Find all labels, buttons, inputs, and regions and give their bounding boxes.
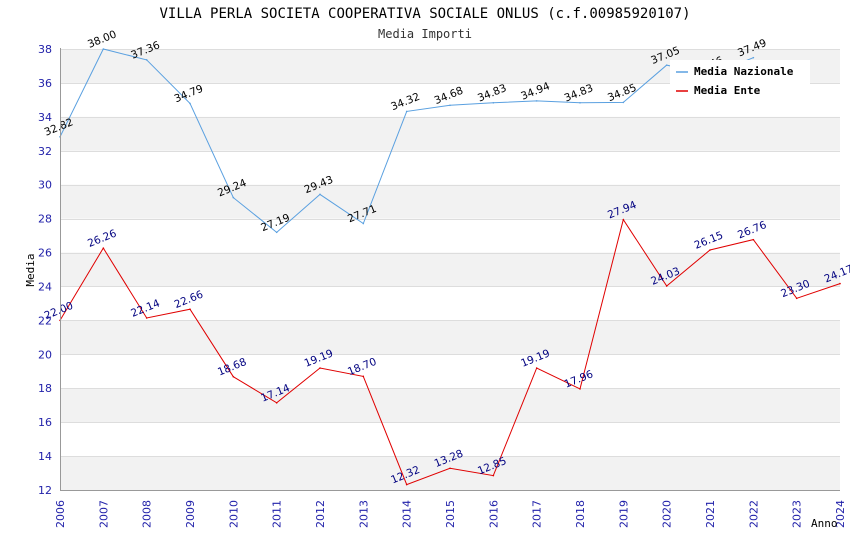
x-tick-label: 2023 bbox=[791, 500, 804, 528]
data-point bbox=[232, 375, 235, 378]
data-label: 26.26 bbox=[86, 227, 119, 250]
data-point bbox=[449, 467, 451, 470]
grid-band bbox=[60, 388, 840, 423]
y-tick-label: 14 bbox=[38, 450, 52, 463]
y-tick-label: 30 bbox=[38, 179, 52, 192]
y-tick-label: 32 bbox=[38, 145, 52, 158]
x-tick-label: 2019 bbox=[617, 500, 630, 528]
x-tick-label: 2012 bbox=[314, 500, 327, 528]
x-tick-label: 2015 bbox=[444, 500, 457, 528]
y-tick-label: 12 bbox=[38, 484, 52, 497]
y-tick-label: 16 bbox=[38, 416, 52, 429]
legend-background bbox=[670, 60, 810, 101]
legend-label-ente: Media Ente bbox=[694, 84, 761, 97]
data-point bbox=[319, 367, 321, 369]
data-point bbox=[665, 285, 668, 287]
data-point bbox=[275, 231, 278, 234]
x-tick-label: 2017 bbox=[531, 500, 544, 528]
x-tick-label: 2011 bbox=[271, 500, 284, 528]
data-point bbox=[145, 59, 148, 61]
x-tick-label: 2008 bbox=[141, 500, 154, 528]
data-point bbox=[535, 367, 538, 369]
data-point bbox=[275, 402, 278, 404]
chart-subtitle: Media Importi bbox=[378, 27, 472, 41]
x-tick-label: 2014 bbox=[401, 500, 414, 528]
x-tick-label: 2024 bbox=[834, 500, 847, 528]
data-point bbox=[405, 483, 408, 486]
data-point bbox=[622, 101, 625, 104]
y-tick-label: 20 bbox=[38, 348, 52, 361]
data-label: 22.66 bbox=[173, 288, 206, 311]
y-tick-label: 22 bbox=[38, 314, 52, 327]
x-tick-label: 2016 bbox=[487, 500, 500, 528]
data-label: 34.83 bbox=[563, 82, 595, 104]
grid-bands bbox=[60, 49, 840, 490]
data-point bbox=[709, 249, 711, 251]
data-point bbox=[839, 282, 841, 285]
data-label: 26.76 bbox=[736, 219, 769, 242]
y-tick-label: 26 bbox=[38, 247, 52, 260]
legend-label-nazionale: Media Nazionale bbox=[694, 65, 794, 78]
data-label: 17.96 bbox=[563, 368, 596, 391]
data-point bbox=[145, 317, 148, 319]
x-tick-label: 2021 bbox=[704, 500, 717, 528]
y-tick-label: 24 bbox=[38, 280, 52, 293]
data-point bbox=[535, 100, 538, 102]
x-tick-label: 2010 bbox=[227, 500, 240, 528]
data-point bbox=[492, 101, 495, 104]
data-point bbox=[752, 56, 755, 59]
data-point bbox=[579, 101, 581, 104]
data-point bbox=[102, 48, 105, 50]
x-tick-label: 2006 bbox=[54, 500, 67, 528]
y-axis-label: Media bbox=[24, 253, 37, 286]
y-tick-labels: 12 14 16 18 20 22 24 26 28 30 32 34 36 38 bbox=[38, 43, 52, 497]
data-point bbox=[362, 222, 365, 225]
data-label: 18.70 bbox=[346, 356, 378, 378]
x-tick-label: 2020 bbox=[661, 500, 674, 528]
data-point bbox=[622, 218, 625, 221]
data-label: 38.00 bbox=[86, 28, 118, 50]
data-label: 34.83 bbox=[476, 82, 508, 104]
chart-title: VILLA PERLA SOCIETA COOPERATIVA SOCIALE … bbox=[159, 6, 691, 22]
x-tick-label: 2013 bbox=[357, 500, 370, 528]
grid-band bbox=[60, 184, 840, 219]
data-point bbox=[665, 64, 668, 66]
y-tick-label: 38 bbox=[38, 43, 52, 56]
grid-band bbox=[60, 116, 840, 151]
legend: Media Nazionale Media Ente bbox=[670, 60, 810, 101]
data-label: 26.15 bbox=[693, 229, 725, 251]
data-point bbox=[492, 474, 495, 477]
data-point bbox=[232, 196, 235, 199]
y-tick-label: 18 bbox=[38, 382, 52, 395]
data-point bbox=[189, 102, 191, 105]
x-tick-labels: 2006 2007 2008 2009 2010 2011 2012 2013 2014 2015… bbox=[54, 500, 847, 528]
y-tick-label: 36 bbox=[38, 77, 52, 90]
grid-band bbox=[60, 320, 840, 355]
data-point bbox=[449, 104, 451, 107]
x-tick-label: 2018 bbox=[574, 500, 587, 528]
grid-band bbox=[60, 252, 840, 287]
x-axis-label: Anno bbox=[811, 517, 838, 530]
data-point bbox=[362, 375, 365, 378]
data-point bbox=[102, 247, 105, 249]
grid-band bbox=[60, 456, 840, 490]
x-tick-label: 2009 bbox=[184, 500, 197, 528]
data-point bbox=[319, 193, 321, 196]
y-tick-label: 28 bbox=[38, 213, 52, 226]
series-lines bbox=[59, 48, 841, 486]
data-label: 34.85 bbox=[606, 82, 638, 104]
data-point bbox=[795, 297, 798, 300]
y-tick-label: 34 bbox=[38, 111, 52, 124]
data-point bbox=[752, 238, 755, 241]
data-point bbox=[579, 388, 581, 390]
data-point bbox=[189, 308, 191, 310]
x-tick-label: 2007 bbox=[97, 500, 110, 528]
x-tick-label: 2022 bbox=[747, 500, 760, 528]
data-point bbox=[405, 110, 408, 113]
data-label: 34.68 bbox=[433, 85, 465, 107]
